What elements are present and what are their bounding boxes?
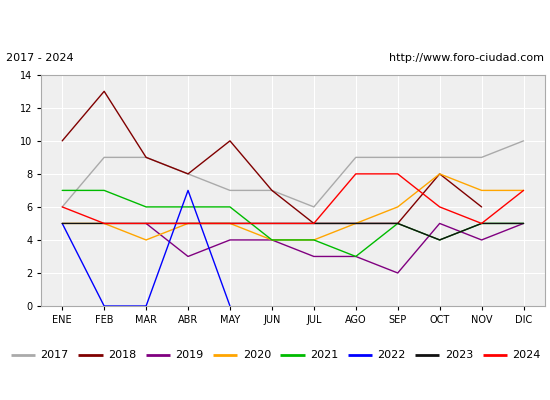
Text: 2023: 2023	[445, 350, 473, 360]
Text: 2021: 2021	[310, 350, 338, 360]
Text: 2020: 2020	[243, 350, 271, 360]
Text: 2024: 2024	[512, 350, 541, 360]
Text: 2019: 2019	[175, 350, 204, 360]
Text: 2018: 2018	[108, 350, 136, 360]
Text: Evolucion del paro registrado en Ráfales: Evolucion del paro registrado en Ráfales	[120, 13, 430, 29]
Text: 2017: 2017	[41, 350, 69, 360]
Text: 2017 - 2024: 2017 - 2024	[6, 53, 73, 63]
Text: http://www.foro-ciudad.com: http://www.foro-ciudad.com	[389, 53, 544, 63]
Text: 2022: 2022	[377, 350, 406, 360]
